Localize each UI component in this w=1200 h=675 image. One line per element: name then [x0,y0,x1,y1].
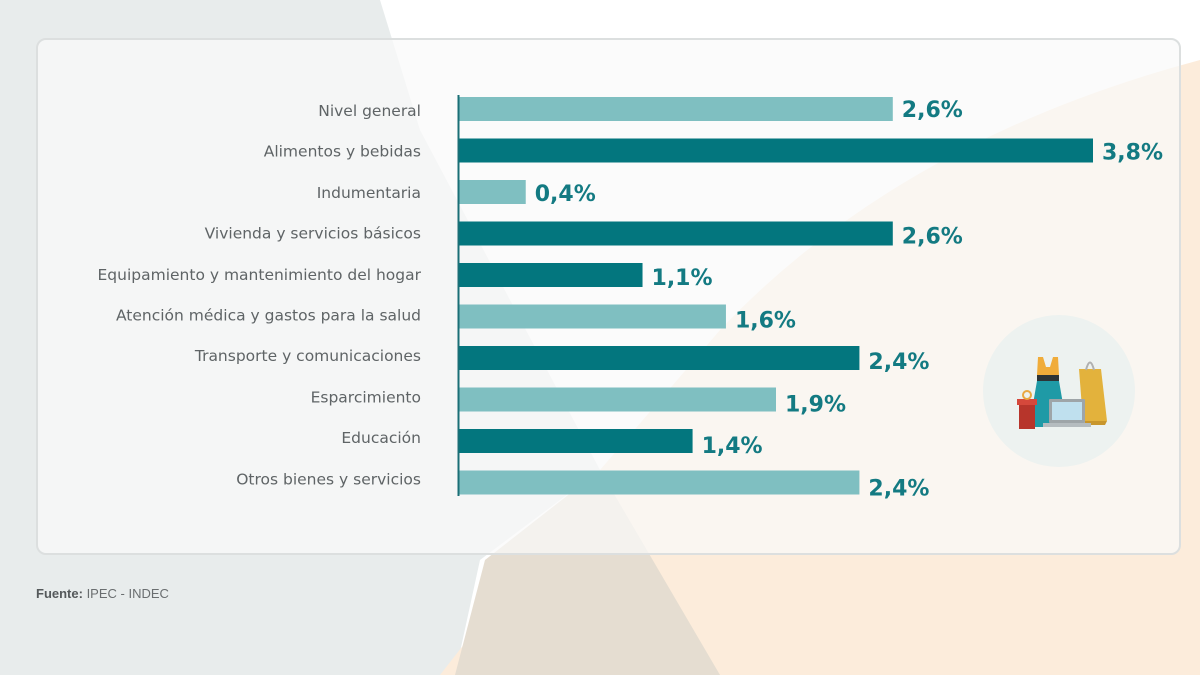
category-label: Alimentos y bebidas [264,143,421,161]
bar [459,180,526,204]
value-label: 2,4% [868,350,929,375]
bar [459,97,893,121]
source-label: Fuente: [36,586,83,601]
category-label: Educación [341,429,421,447]
value-label: 0,4% [535,182,596,207]
value-label: 1,9% [785,393,846,418]
bar [459,346,860,370]
bar [459,429,693,453]
category-label: Nivel general [318,102,421,120]
shopping-items-icon [983,315,1135,467]
category-label: Vivienda y servicios básicos [205,225,421,243]
category-label: Esparcimiento [311,389,421,407]
category-label: Transporte y comunicaciones [194,347,421,365]
bar [459,221,893,246]
category-label: Atención médica y gastos para la salud [116,307,421,325]
chart-card [36,38,1181,555]
value-label: 1,6% [735,309,796,334]
bar [459,263,643,287]
bar [459,304,726,329]
source-value: IPEC - INDEC [82,586,169,601]
source-footer: Fuente: IPEC - INDEC [36,586,169,601]
value-label: 2,6% [902,225,963,250]
bar [459,470,860,495]
value-label: 2,4% [868,477,929,502]
bar [459,387,776,412]
value-label: 1,1% [652,266,713,291]
value-label: 3,8% [1102,141,1163,166]
category-label: Indumentaria [317,184,421,202]
value-label: 2,6% [902,98,963,123]
category-label: Otros bienes y servicios [236,471,421,489]
category-label: Equipamiento y mantenimiento del hogar [98,266,422,284]
bar [459,138,1093,163]
value-label: 1,4% [702,434,763,459]
